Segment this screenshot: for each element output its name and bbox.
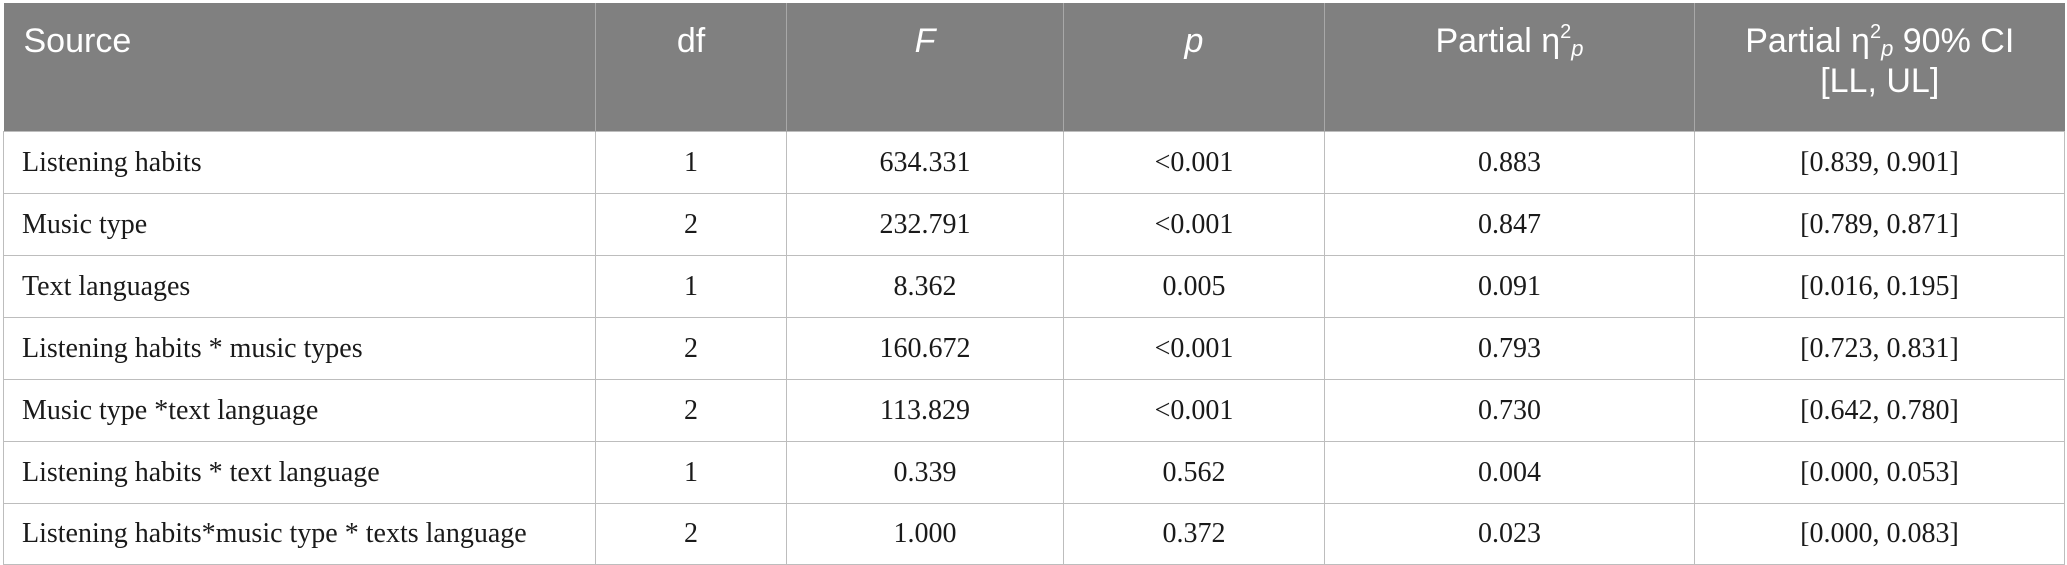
cell-eta: 0.023 bbox=[1324, 503, 1695, 565]
cell-eta: 0.004 bbox=[1324, 441, 1695, 504]
table-row: Music type *text language 2 113.829 <0.0… bbox=[3, 379, 2065, 442]
header-p: p bbox=[1063, 3, 1325, 132]
cell-df: 1 bbox=[595, 441, 787, 504]
cell-p: <0.001 bbox=[1063, 193, 1325, 256]
cell-ci: [0.642, 0.780] bbox=[1694, 379, 2065, 442]
cell-eta: 0.793 bbox=[1324, 317, 1695, 380]
cell-p: <0.001 bbox=[1063, 131, 1325, 194]
cell-eta: 0.730 bbox=[1324, 379, 1695, 442]
cell-f: 634.331 bbox=[786, 131, 1064, 194]
header-df: df bbox=[595, 3, 787, 132]
cell-f: 1.000 bbox=[786, 503, 1064, 565]
table-row: Listening habits 1 634.331 <0.001 0.883 … bbox=[3, 131, 2065, 194]
header-ci-sub: p bbox=[1881, 36, 1894, 61]
cell-df: 2 bbox=[595, 503, 787, 565]
cell-p: 0.562 bbox=[1063, 441, 1325, 504]
table-row: Music type 2 232.791 <0.001 0.847 [0.789… bbox=[3, 193, 2065, 256]
cell-source: Music type *text language bbox=[3, 379, 596, 442]
table-row: Listening habits * text language 1 0.339… bbox=[3, 441, 2065, 504]
header-partial-eta-sup: 2 bbox=[1560, 21, 1572, 43]
cell-df: 1 bbox=[595, 131, 787, 194]
header-partial-eta: Partial η2p bbox=[1324, 3, 1695, 132]
cell-df: 2 bbox=[595, 317, 787, 380]
header-partial-eta-sub: p bbox=[1571, 36, 1584, 61]
cell-df: 1 bbox=[595, 255, 787, 318]
header-ci-sup: 2 bbox=[1869, 21, 1882, 43]
cell-p: <0.001 bbox=[1063, 379, 1325, 442]
cell-ci: [0.723, 0.831] bbox=[1694, 317, 2065, 380]
cell-f: 113.829 bbox=[786, 379, 1064, 442]
cell-ci: [0.000, 0.053] bbox=[1694, 441, 2065, 504]
table-row: Listening habits*music type * texts lang… bbox=[3, 503, 2065, 565]
cell-ci: [0.000, 0.083] bbox=[1694, 503, 2065, 565]
cell-source: Listening habits bbox=[3, 131, 596, 194]
header-ci-line2: [LL, UL] bbox=[1820, 62, 1940, 100]
header-partial-eta-ci: Partial η2p 90% CI [LL, UL] bbox=[1694, 3, 2065, 132]
cell-source: Listening habits*music type * texts lang… bbox=[3, 503, 596, 565]
header-partial-eta-main: Partial η bbox=[1435, 22, 1561, 60]
cell-ci: [0.839, 0.901] bbox=[1694, 131, 2065, 194]
cell-df: 2 bbox=[595, 193, 787, 256]
cell-source: Music type bbox=[3, 193, 596, 256]
cell-eta: 0.883 bbox=[1324, 131, 1695, 194]
cell-f: 8.362 bbox=[786, 255, 1064, 318]
cell-eta: 0.091 bbox=[1324, 255, 1695, 318]
header-ci-main: Partial η bbox=[1745, 22, 1870, 60]
cell-ci: [0.016, 0.195] bbox=[1694, 255, 2065, 318]
cell-df: 2 bbox=[595, 379, 787, 442]
cell-ci: [0.789, 0.871] bbox=[1694, 193, 2065, 256]
cell-f: 160.672 bbox=[786, 317, 1064, 380]
cell-source: Listening habits * music types bbox=[3, 317, 596, 380]
table-row: Listening habits * music types 2 160.672… bbox=[3, 317, 2065, 380]
cell-p: 0.005 bbox=[1063, 255, 1325, 318]
anova-table: Source df F p Partial η2p Partial η2p 90… bbox=[3, 3, 2065, 565]
cell-f: 0.339 bbox=[786, 441, 1064, 504]
cell-eta: 0.847 bbox=[1324, 193, 1695, 256]
cell-p: <0.001 bbox=[1063, 317, 1325, 380]
table-row: Text languages 1 8.362 0.005 0.091 [0.01… bbox=[3, 255, 2065, 318]
header-f: F bbox=[786, 3, 1064, 132]
cell-p: 0.372 bbox=[1063, 503, 1325, 565]
header-ci-tail: 90% CI bbox=[1893, 22, 2015, 60]
cell-source: Text languages bbox=[3, 255, 596, 318]
cell-f: 232.791 bbox=[786, 193, 1064, 256]
header-source: Source bbox=[3, 3, 596, 132]
cell-source: Listening habits * text language bbox=[3, 441, 596, 504]
header-row: Source df F p Partial η2p Partial η2p 90… bbox=[3, 3, 2065, 132]
